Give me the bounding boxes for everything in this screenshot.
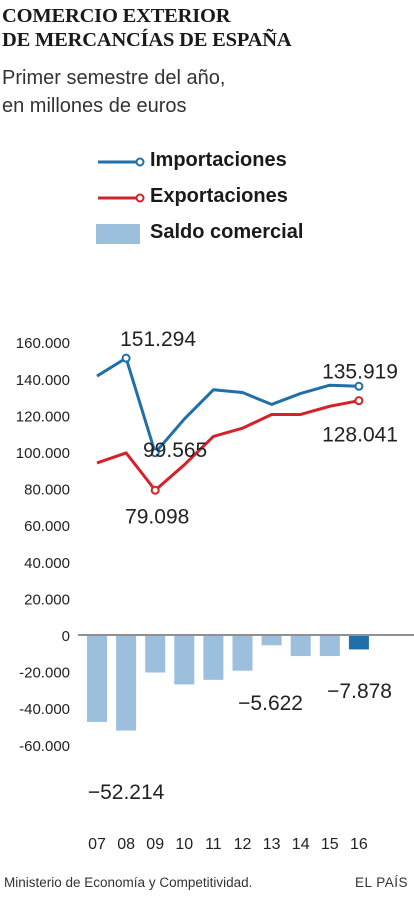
exports-line: [96, 399, 360, 492]
source-note: Ministerio de Economía y Competitividad.: [4, 875, 253, 890]
y-tick-label: 80.000: [24, 482, 70, 499]
y-tick-label: 100.000: [16, 445, 70, 462]
legend-item-imports: Importaciones: [94, 146, 394, 176]
imports-min-marker: [150, 448, 160, 458]
balance-bar: [87, 636, 107, 722]
title-line-1: COMERCIO EXTERIOR: [2, 5, 231, 27]
imports-min-label: 99.565: [143, 439, 207, 462]
y-tick-label: -20.000: [19, 665, 70, 682]
balance-min-label: −52.214: [88, 781, 165, 804]
legend-balance-swatch: [96, 224, 140, 244]
imports-max-label: 151.294: [120, 328, 196, 351]
imports-last-label: 135.919: [322, 360, 398, 383]
balance-bar: [116, 636, 137, 731]
imports-max-marker: [121, 353, 131, 363]
chart-plot: 160.000 140.000 120.000 100.000 80.000 60.000…: [16, 328, 414, 853]
title-line-2: DE MERCANCÍAS DE ESPAÑA: [2, 29, 292, 51]
legend-imports-label: Importaciones: [150, 149, 287, 171]
x-tick-label: 08: [117, 836, 135, 853]
legend-item-exports: Exportaciones: [94, 182, 394, 212]
brand-logo: EL PAÍS: [354, 875, 408, 890]
balance-bar: [319, 636, 340, 657]
legend-balance-label: Saldo comercial: [150, 221, 304, 243]
x-tick-label: 14: [292, 836, 310, 853]
balance-bar: [290, 636, 311, 657]
balance-bar: [261, 636, 282, 646]
legend-imports-swatch: [98, 157, 145, 167]
exports-min-label: 79.098: [125, 505, 189, 528]
balance-last-label: −7.878: [327, 680, 392, 703]
exports-last-marker: [354, 396, 364, 406]
balance-bar: [145, 636, 166, 673]
x-tick-label: 13: [263, 836, 281, 853]
y-tick-label: 160.000: [16, 335, 70, 352]
balance-13-label: −5.622: [238, 692, 303, 715]
y-tick-label: 140.000: [16, 372, 70, 389]
x-tick-label: 11: [205, 836, 222, 853]
balance-bar: [174, 636, 195, 685]
x-tick-label: 16: [350, 836, 368, 853]
y-tick-label: 60.000: [24, 518, 70, 535]
legend-item-balance: Saldo comercial: [94, 218, 394, 248]
subtitle-line-2: en millones de euros: [2, 95, 187, 117]
x-tick-label: 07: [88, 836, 106, 853]
x-tick-label: 12: [234, 836, 252, 853]
y-tick-label: 20.000: [24, 591, 70, 608]
subtitle-line-1: Primer semestre del año,: [2, 67, 226, 89]
x-tick-label: 10: [175, 836, 193, 853]
exports-last-label: 128.041: [322, 424, 398, 447]
chart-subtitle: Primer semestre del año, en millones de …: [2, 64, 412, 120]
exports-min-marker: [150, 485, 160, 495]
x-tick-label: 15: [321, 836, 339, 853]
imports-last-marker: [354, 381, 364, 391]
balance-bar: [203, 636, 224, 680]
legend-exports-label: Exportaciones: [150, 185, 288, 207]
chart-title: COMERCIO EXTERIOR DE MERCANCÍAS DE ESPAÑ…: [2, 4, 412, 52]
y-tick-label: -40.000: [19, 701, 70, 718]
y-tick-label: 120.000: [16, 408, 70, 425]
balance-bar: [348, 636, 369, 650]
legend-exports-swatch: [98, 193, 145, 203]
y-tick-label: 0: [62, 628, 70, 645]
y-tick-label: 40.000: [24, 555, 70, 572]
x-tick-label: 09: [146, 836, 164, 853]
imports-line: [96, 356, 359, 455]
balance-bar: [232, 636, 253, 671]
y-tick-label: -60.000: [19, 738, 70, 755]
